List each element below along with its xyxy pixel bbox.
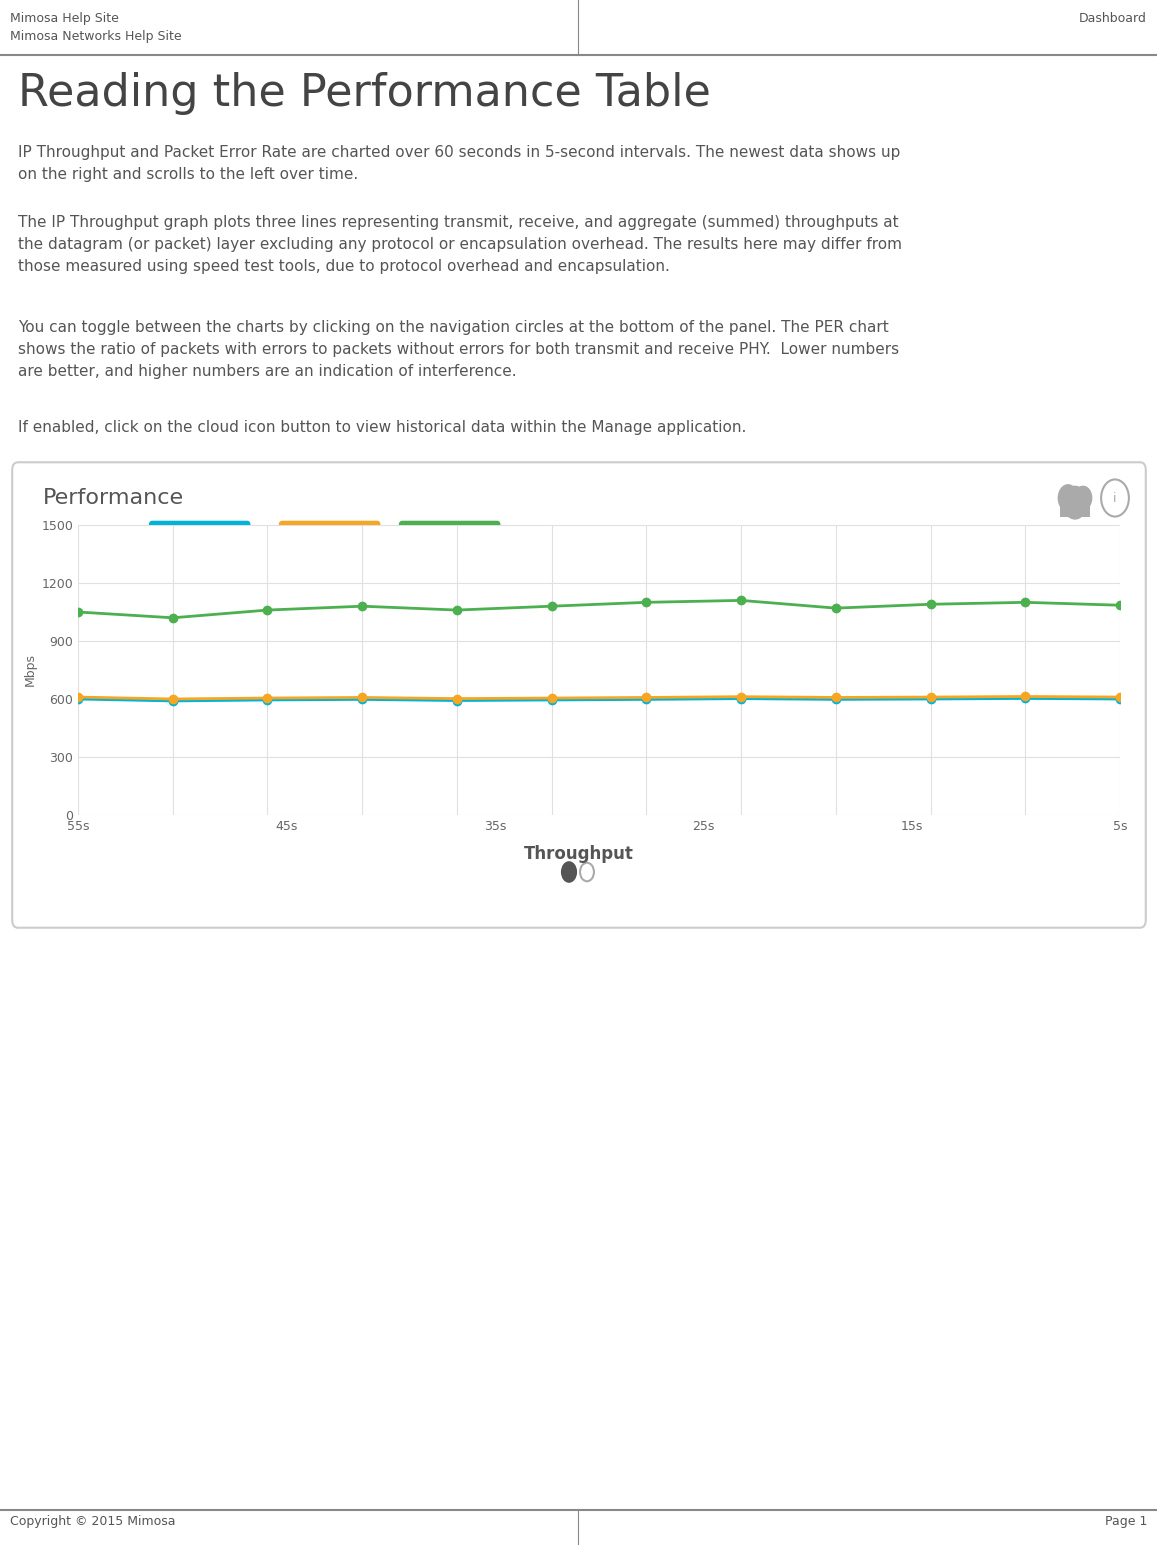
Text: Mimosa Help Site: Mimosa Help Site — [10, 12, 119, 25]
Text: If enabled, click on the cloud icon button to view historical data within the Ma: If enabled, click on the cloud icon butt… — [19, 420, 746, 436]
Circle shape — [561, 861, 577, 882]
Text: Σ: 1087.75: Σ: 1087.75 — [412, 528, 487, 541]
Text: Dashboard: Dashboard — [1079, 12, 1147, 25]
Y-axis label: Mbps: Mbps — [24, 654, 37, 686]
Text: Performance: Performance — [43, 488, 184, 508]
FancyBboxPatch shape — [13, 462, 1145, 927]
FancyBboxPatch shape — [149, 521, 251, 552]
Circle shape — [1062, 485, 1088, 519]
Text: Throughput: Throughput — [524, 845, 634, 864]
Text: You can toggle between the charts by clicking on the navigation circles at the b: You can toggle between the charts by cli… — [19, 320, 899, 380]
Text: Copyright © 2015 Mimosa: Copyright © 2015 Mimosa — [10, 1516, 176, 1528]
FancyBboxPatch shape — [399, 521, 501, 552]
Text: Rx: 548.37: Rx: 548.37 — [292, 528, 367, 541]
Circle shape — [1057, 484, 1078, 511]
Text: i: i — [1113, 491, 1117, 505]
Text: Tx: 539.38: Tx: 539.38 — [163, 528, 237, 541]
Circle shape — [1074, 485, 1092, 510]
Text: IP Throughput and Packet Error Rate are charted over 60 seconds in 5-second inte: IP Throughput and Packet Error Rate are … — [19, 145, 900, 182]
Text: Page 1: Page 1 — [1105, 1516, 1147, 1528]
Text: Reading the Performance Table: Reading the Performance Table — [19, 73, 710, 114]
FancyBboxPatch shape — [279, 521, 381, 552]
Text: The IP Throughput graph plots three lines representing transmit, receive, and ag: The IP Throughput graph plots three line… — [19, 215, 902, 275]
Text: Mimosa Networks Help Site: Mimosa Networks Help Site — [10, 29, 182, 43]
Bar — [0, 0, 1157, 56]
Bar — [1060, 501, 1090, 516]
